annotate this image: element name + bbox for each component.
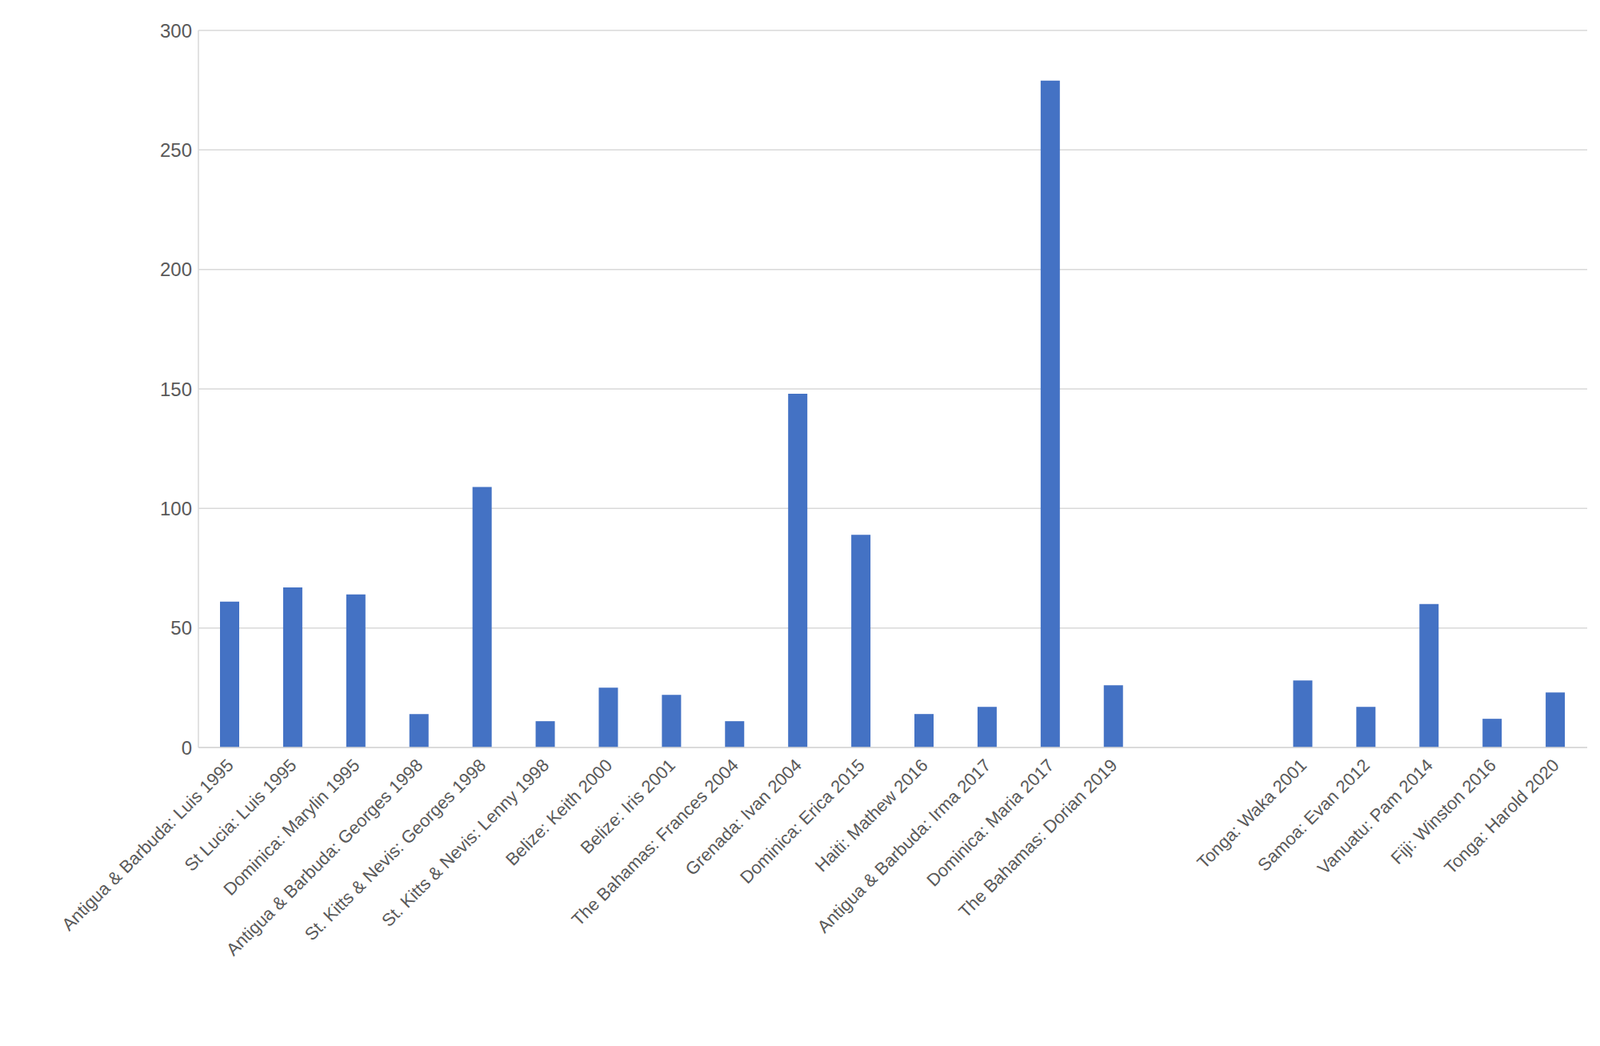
svg-text:Antigua & Barbuda: Luis 1995: Antigua & Barbuda: Luis 1995 xyxy=(57,754,238,935)
svg-text:200: 200 xyxy=(160,258,192,280)
svg-text:Haiti: Mathew 2016: Haiti: Mathew 2016 xyxy=(811,755,932,876)
svg-text:The Bahamas: Frances 2004: The Bahamas: Frances 2004 xyxy=(567,754,743,930)
svg-text:Antigua & Barbuda: Irma 2017: Antigua & Barbuda: Irma 2017 xyxy=(813,754,995,937)
svg-text:St. Kitts & Nevis: Lenny 1998: St. Kitts & Nevis: Lenny 1998 xyxy=(377,754,553,931)
svg-text:St. Kitts & Nevis: Georges 199: St. Kitts & Nevis: Georges 1998 xyxy=(300,754,490,944)
svg-text:Tonga: Waka 2001: Tonga: Waka 2001 xyxy=(1192,755,1311,873)
svg-text:Antigua & Barbuda: Georges 199: Antigua & Barbuda: Georges 1998 xyxy=(222,754,427,960)
svg-text:100: 100 xyxy=(160,497,192,520)
svg-text:Belize: Keith 2000: Belize: Keith 2000 xyxy=(501,755,616,870)
svg-text:Tonga: Harold 2020: Tonga: Harold 2020 xyxy=(1440,755,1563,878)
svg-text:Vanuatu: Pam 2014: Vanuatu: Pam 2014 xyxy=(1313,755,1437,879)
svg-text:The Bahamas: Dorian 2019: The Bahamas: Dorian 2019 xyxy=(954,755,1121,922)
svg-text:0: 0 xyxy=(181,736,192,759)
svg-text:Grenada: Ivan 2004: Grenada: Ivan 2004 xyxy=(681,755,806,880)
svg-text:250: 250 xyxy=(160,139,192,161)
svg-text:150: 150 xyxy=(160,378,192,400)
svg-text:Dominica: Maria 2017: Dominica: Maria 2017 xyxy=(922,755,1058,891)
svg-text:300: 300 xyxy=(160,20,192,42)
svg-text:50: 50 xyxy=(170,616,192,639)
svg-text:Samoa: Evan 2012: Samoa: Evan 2012 xyxy=(1253,755,1374,876)
svg-text:Dominica: Marylin 1995: Dominica: Marylin 1995 xyxy=(219,754,364,899)
svg-text:Dominica: Erica 2015: Dominica: Erica 2015 xyxy=(736,755,869,888)
svg-text:St Lucia: Luis 1995: St Lucia: Luis 1995 xyxy=(180,755,301,876)
svg-text:Fiji: Winston 2016: Fiji: Winston 2016 xyxy=(1387,755,1500,868)
svg-text:Belize: Iris 2001: Belize: Iris 2001 xyxy=(576,754,680,858)
